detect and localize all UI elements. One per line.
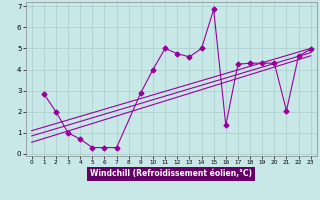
X-axis label: Windchill (Refroidissement éolien,°C): Windchill (Refroidissement éolien,°C) [90, 169, 252, 178]
